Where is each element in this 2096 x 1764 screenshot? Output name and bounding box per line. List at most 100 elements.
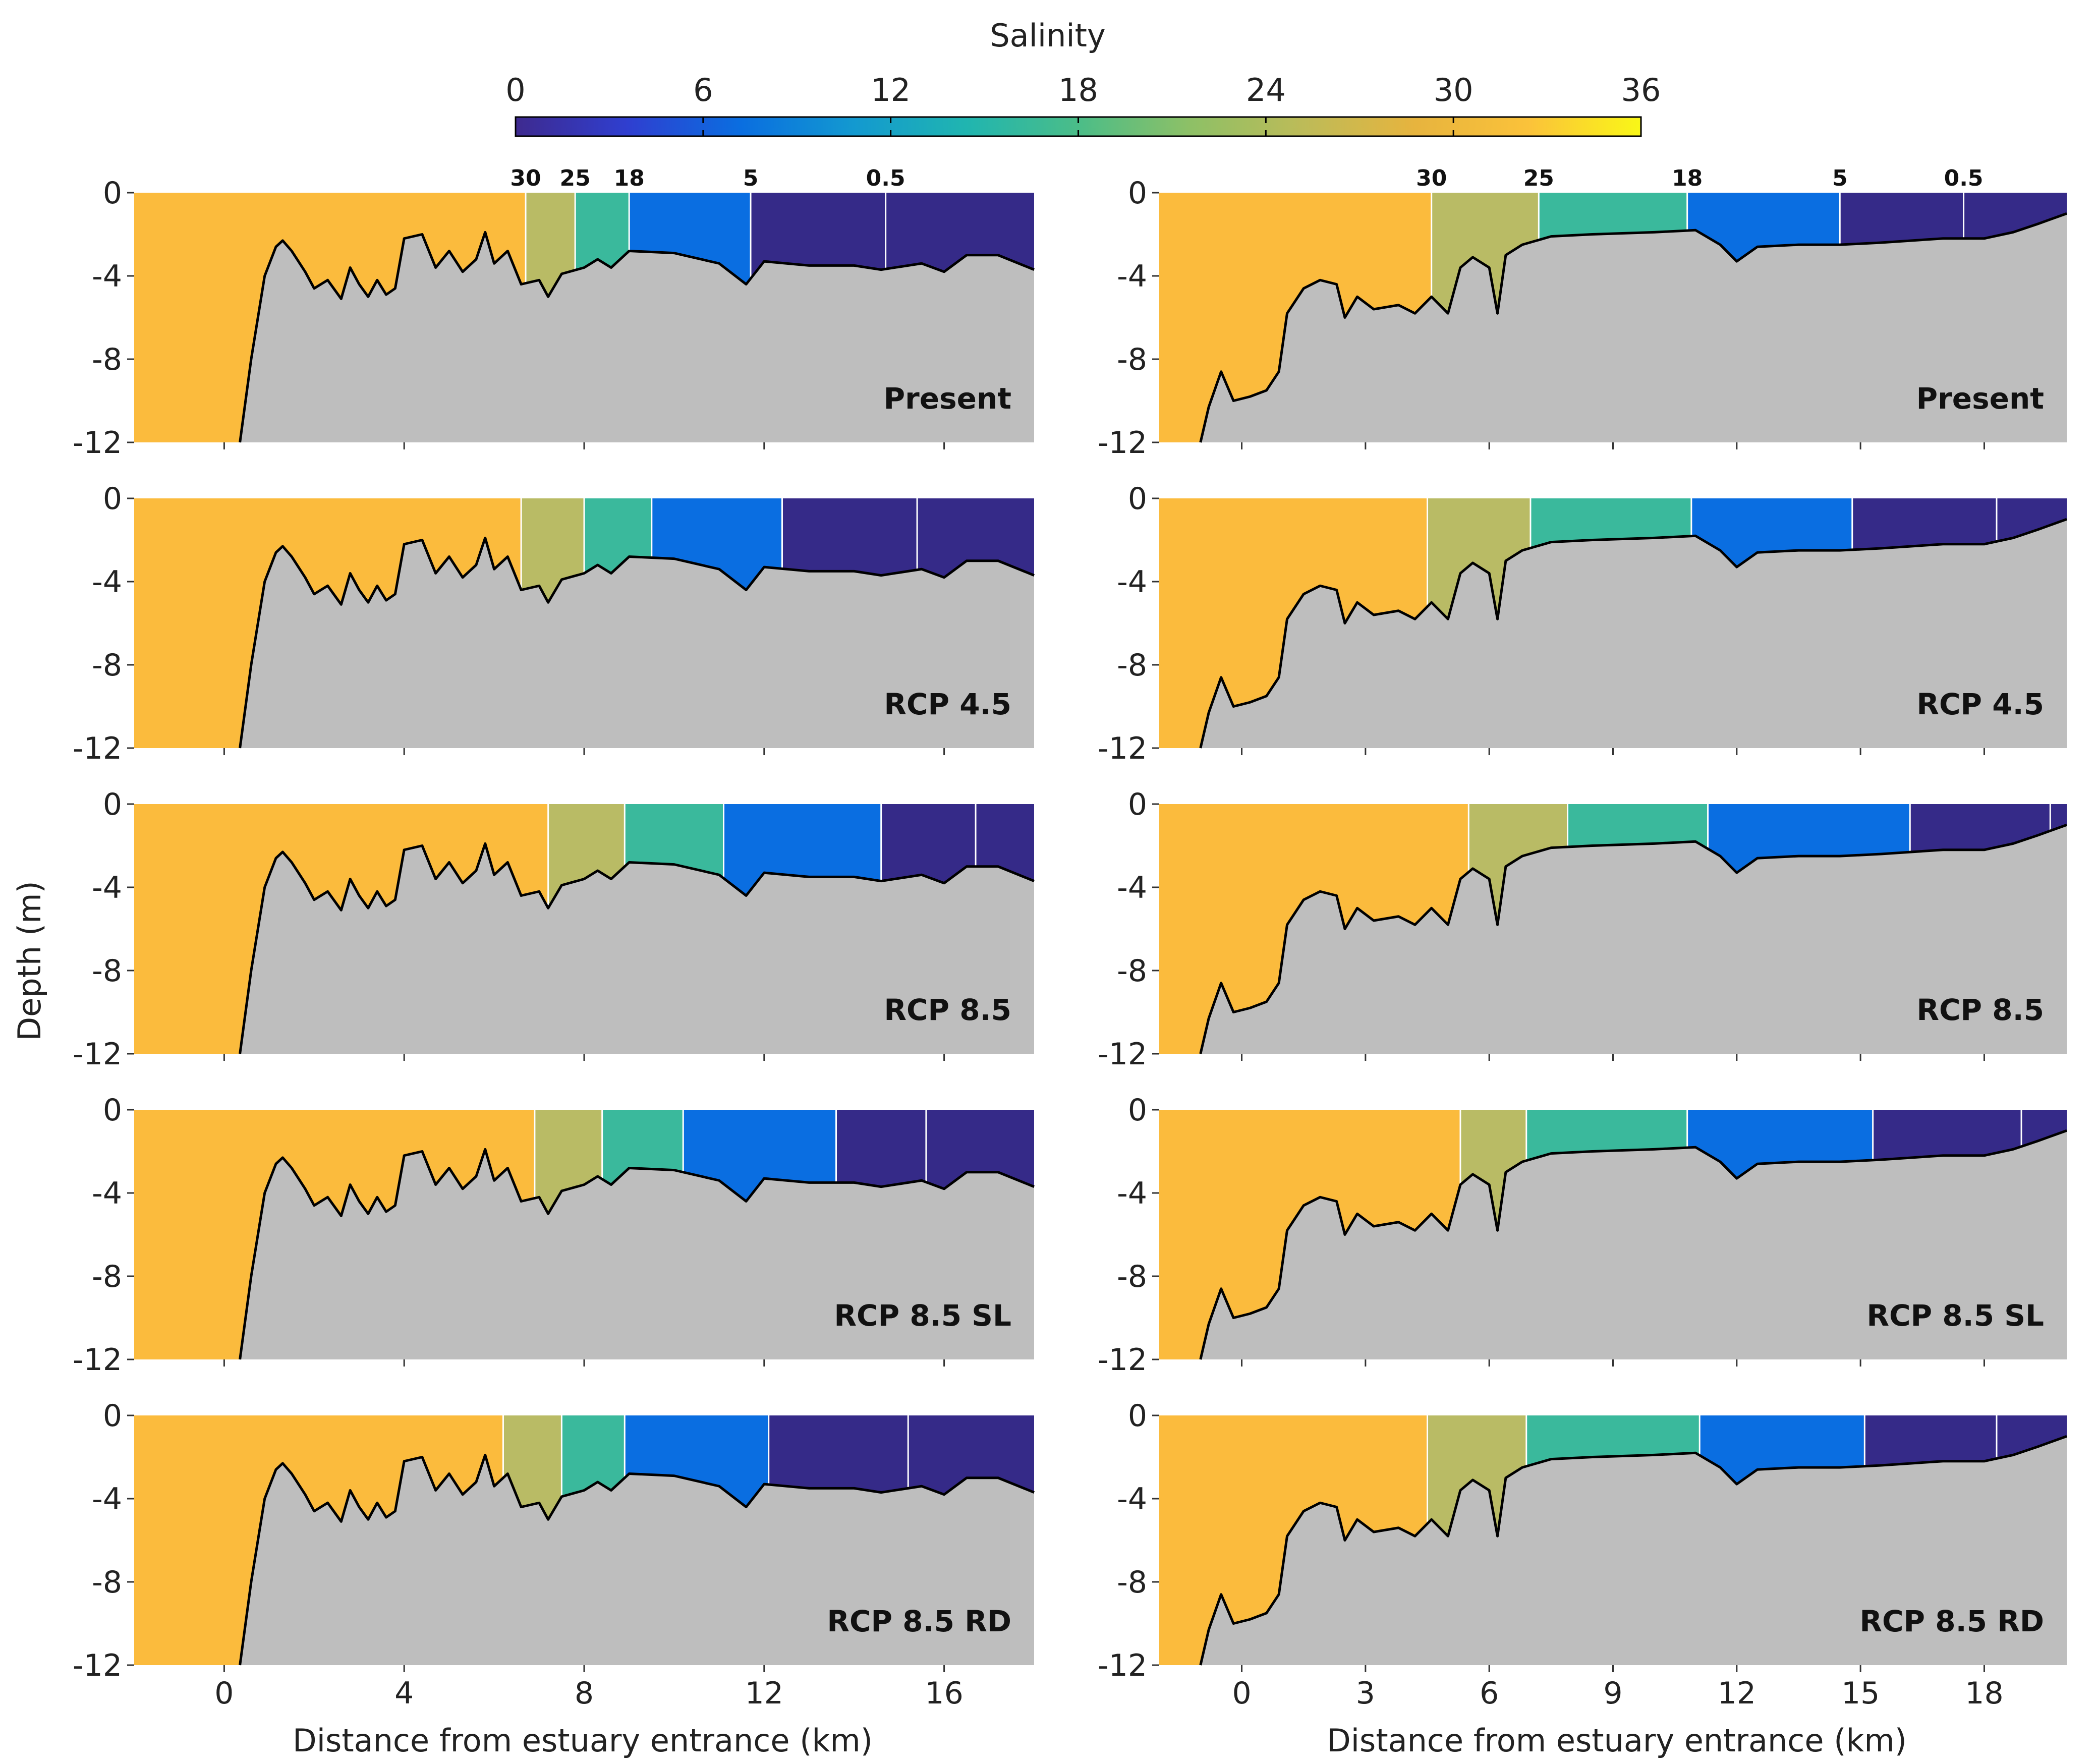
y-tick-label: -4 <box>1117 564 1147 600</box>
colorbar-tick-label: 12 <box>871 72 911 108</box>
x-tick-label: 16 <box>925 1676 963 1711</box>
bottom-profile-line <box>239 536 1035 749</box>
y-tick-label: 0 <box>103 787 122 822</box>
panel-right-5: 0 -4 -8 -12 RCP 8.5 RD 0 3 6 9 12 15 18 <box>1098 1398 2067 1711</box>
y-tick-label: 0 <box>103 1093 122 1128</box>
x-tick-label: 12 <box>745 1676 783 1711</box>
y-tick-label: -12 <box>1098 1037 1147 1072</box>
bottom-profile-line <box>239 231 1035 443</box>
riverbed-area <box>1200 825 2067 1054</box>
riverbed-area <box>1200 213 2067 442</box>
isohaline-label: 5 <box>1832 165 1848 191</box>
riverbed-area <box>240 538 1034 748</box>
scenario-label: RCP 8.5 RD <box>1859 1604 2044 1638</box>
scenario-label: RCP 8.5 SL <box>1866 1298 2044 1333</box>
x-tick-label: 0 <box>1232 1676 1251 1711</box>
y-tick-label: -8 <box>92 1259 122 1294</box>
colorbar: Salinity 0 6 12 18 24 30 36 <box>505 17 1661 137</box>
y-tick-label: -12 <box>1098 1648 1147 1683</box>
x-tick-label: 4 <box>394 1676 414 1711</box>
panel-right-3: 0 -4 -8 -12 RCP 8.5 <box>1098 787 2067 1072</box>
y-tick-label: -8 <box>1117 342 1147 377</box>
riverbed-area <box>1200 519 2067 748</box>
bottom-profile-line <box>1199 1435 2067 1666</box>
riverbed-area <box>240 1149 1034 1359</box>
y-tick-label: 0 <box>103 176 122 211</box>
y-tick-label: 0 <box>1128 1398 1147 1434</box>
y-tick-label: -8 <box>1117 1565 1147 1600</box>
y-tick-label: -8 <box>92 953 122 989</box>
x-tick-label: 3 <box>1356 1676 1375 1711</box>
x-tick-label: 0 <box>214 1676 234 1711</box>
panel-left-5: 0 -4 -8 -12 RCP 8.5 RD 0 4 8 12 16 <box>73 1398 1035 1711</box>
x-tick-label: 8 <box>575 1676 594 1711</box>
panel-left-1: 0 -4 -8 -12 Present 30 25 18 5 0.5 <box>73 165 1035 461</box>
y-tick-label: -4 <box>1117 1482 1147 1517</box>
y-tick-label: -12 <box>1098 731 1147 766</box>
isohaline-label: 25 <box>560 165 591 191</box>
y-tick-label: -4 <box>1117 1176 1147 1211</box>
colorbar-tick-label: 30 <box>1434 72 1474 108</box>
panel-right-1: 0 -4 -8 -12 Present 30 25 18 5 0.5 <box>1098 165 2067 461</box>
x-axis-label-right: Distance from estuary entrance (km) <box>1327 1722 1907 1759</box>
y-tick-label: -4 <box>92 870 122 905</box>
scenario-label: RCP 8.5 SL <box>834 1298 1011 1333</box>
colorbar-tick-label: 24 <box>1246 72 1286 108</box>
isohaline-label: 5 <box>743 165 759 191</box>
bottom-profile-line <box>239 842 1035 1054</box>
y-tick-label: -8 <box>92 1565 122 1600</box>
y-tick-label: -12 <box>73 1037 122 1072</box>
y-tick-label: -12 <box>73 1342 122 1378</box>
panel-left-3: 0 -4 -8 -12 RCP 8.5 <box>73 787 1035 1072</box>
riverbed-area <box>240 843 1034 1054</box>
y-tick-label: -8 <box>92 648 122 683</box>
scenario-label: RCP 8.5 <box>884 993 1011 1027</box>
scenario-label: RCP 4.5 <box>884 687 1011 721</box>
riverbed-area <box>1200 1130 2067 1359</box>
x-tick-label: 6 <box>1480 1676 1499 1711</box>
y-tick-label: -4 <box>1117 259 1147 294</box>
panel-right-4: 0 -4 -8 -12 RCP 8.5 SL <box>1098 1093 2067 1378</box>
isohaline-label: 0.5 <box>1944 165 1984 191</box>
x-axis-label-left: Distance from estuary entrance (km) <box>293 1722 873 1759</box>
colorbar-tick-label: 18 <box>1058 72 1098 108</box>
colorbar-tick-label: 36 <box>1621 72 1661 108</box>
isohaline-label: 0.5 <box>866 165 905 191</box>
scenario-label: RCP 4.5 <box>1916 687 2044 721</box>
y-tick-label: -4 <box>92 1482 122 1517</box>
scenario-label: Present <box>1916 381 2044 416</box>
bottom-profile-line <box>239 1453 1035 1666</box>
isohaline-label: 25 <box>1523 165 1554 191</box>
riverbed-area <box>240 1455 1034 1665</box>
isohaline-label: 30 <box>1416 165 1447 191</box>
bottom-profile-line <box>1199 1129 2067 1360</box>
y-tick-label: -4 <box>92 1176 122 1211</box>
isohaline-label: 18 <box>1672 165 1703 191</box>
bottom-profile-line <box>1199 823 2067 1054</box>
isohaline-label: 30 <box>510 165 541 191</box>
scenario-label: Present <box>884 381 1011 416</box>
y-tick-label: 0 <box>1128 1093 1147 1128</box>
y-tick-label: -12 <box>73 425 122 461</box>
y-tick-label: -8 <box>1117 1259 1147 1294</box>
bottom-profile-line <box>239 1148 1035 1360</box>
panel-right-2: 0 -4 -8 -12 RCP 4.5 <box>1098 481 2067 766</box>
riverbed-area <box>1200 1436 2067 1665</box>
colorbar-title: Salinity <box>990 17 1105 54</box>
y-tick-label: -8 <box>1117 953 1147 989</box>
x-tick-label: 15 <box>1841 1676 1880 1711</box>
y-tick-label: 0 <box>103 481 122 517</box>
y-tick-label: -12 <box>1098 425 1147 461</box>
scenario-label: RCP 8.5 RD <box>827 1604 1011 1638</box>
y-axis-label: Depth (m) <box>11 881 48 1041</box>
riverbed-area <box>240 232 1034 442</box>
colorbar-tick-label: 0 <box>505 72 525 108</box>
x-tick-label: 12 <box>1718 1676 1756 1711</box>
y-tick-label: 0 <box>103 1398 122 1434</box>
colorbar-tick-label: 6 <box>693 72 713 108</box>
panel-left-4: 0 -4 -8 -12 RCP 8.5 SL <box>73 1093 1035 1378</box>
bottom-profile-line <box>1199 518 2067 749</box>
x-tick-label: 18 <box>1965 1676 2003 1711</box>
scenario-label: RCP 8.5 <box>1916 993 2044 1027</box>
